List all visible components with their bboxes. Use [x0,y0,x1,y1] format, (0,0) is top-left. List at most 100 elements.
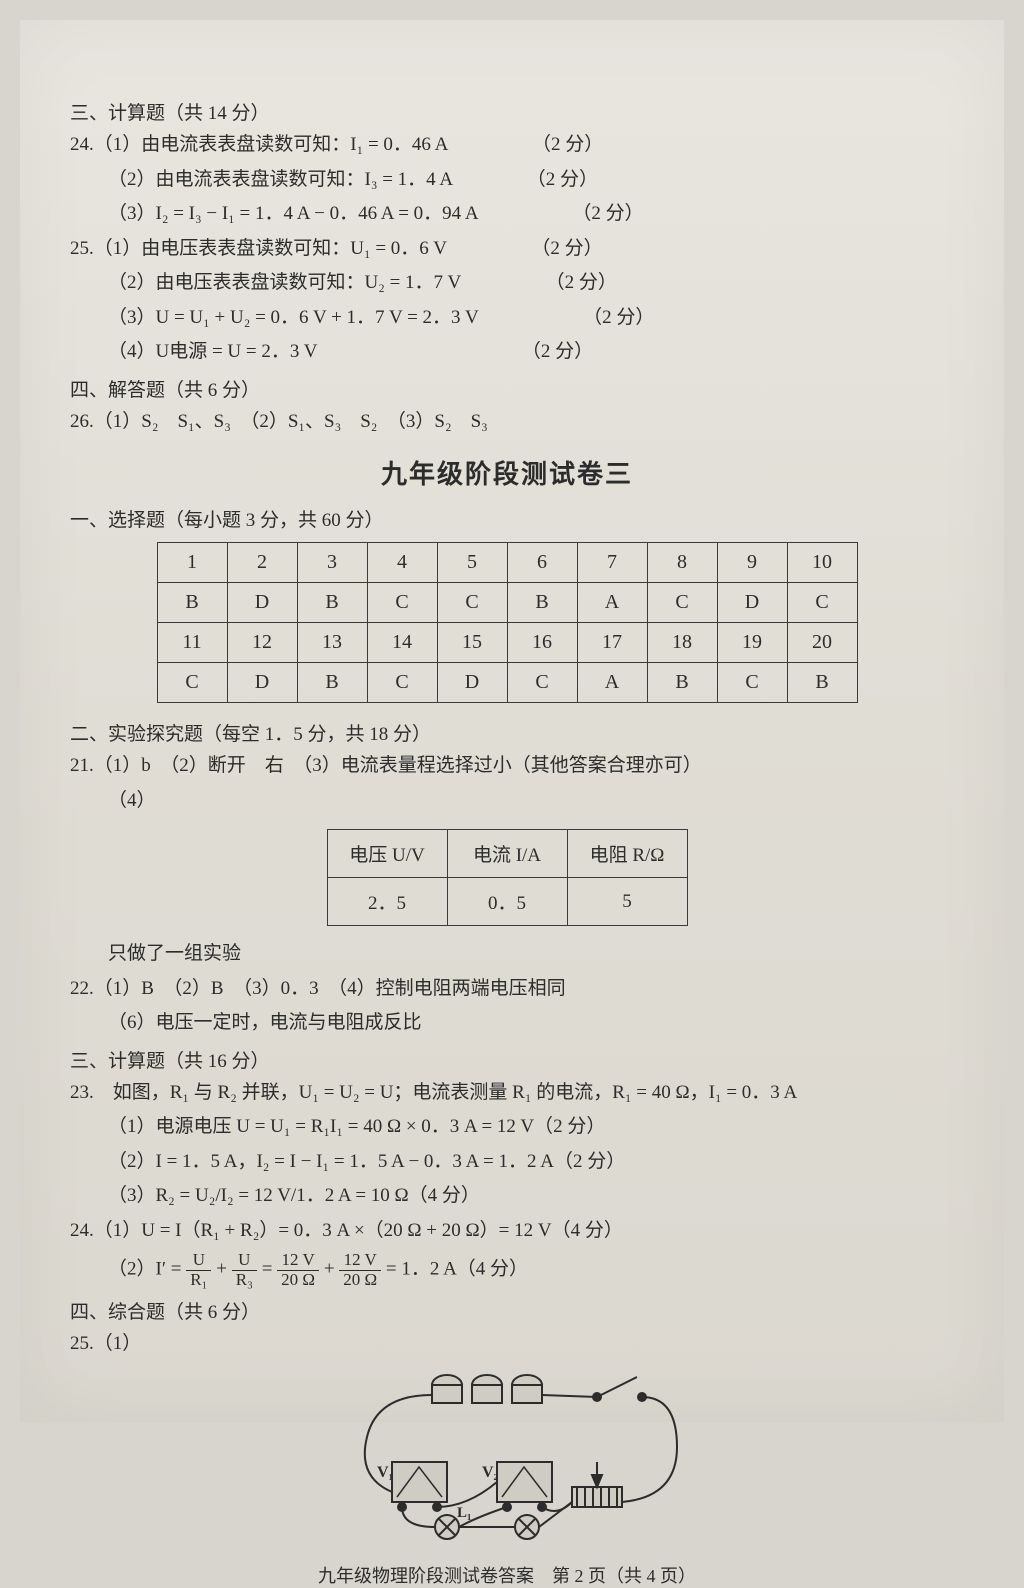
q25-3-text: （3）U = U₁ + U₂ = 0．6 V + 1．7 V = 2．3 V [108,307,478,328]
col-header: 电流 I/A [447,830,567,878]
frac-num: 12 V [277,1251,319,1271]
mc-num: 3 [297,543,367,583]
q23-intro: 23. 如图，R₁ 与 R₂ 并联，U₁ = U₂ = U；电流表测量 R₁ 的… [70,1079,944,1108]
mc-num: 11 [157,623,227,663]
mc-ans: A [577,583,647,623]
mc-ans: C [367,583,437,623]
q21-b: （4） [70,787,944,816]
mc-num: 10 [787,543,857,583]
col-header: 电阻 R/Ω [567,830,687,878]
v2-label: V₂ [482,1464,499,1481]
q25-1-points: （2 分） [531,235,602,264]
section-3-header: 三、计算题（共 14 分） [70,98,944,125]
table-row: 2．5 0．5 5 [327,878,687,926]
fraction-2: UR₃ [232,1251,257,1289]
q22-a: 22.（1）B （2）B （3）0．3 （4）控制电阻两端电压相同 [70,975,944,1004]
q25-line1: 25.（1）由电压表表盘读数可知：U₁ = 0．6 V （2 分） [70,235,944,264]
circuit-diagram: V₁ V₂ L₁ [70,1367,944,1552]
table-row: C D B C D C A B C B [157,663,857,703]
mc-num: 19 [717,623,787,663]
q24b-2-post: = 1．2 A（4 分） [386,1259,528,1280]
frac-den: 20 Ω [277,1271,319,1290]
q25-line4: （4）U电源 = U = 2．3 V （2 分） [70,338,944,367]
section-4-header: 四、解答题（共 6 分） [70,375,944,402]
exp-header: 二、实验探究题（每空 1．5 分，共 18 分） [70,719,944,746]
q24-3-text: （3）I₂ = I₃ − I₁ = 1．4 A − 0．46 A = 0．94 … [108,203,478,224]
frac-num: U [232,1251,257,1271]
q24-1-text: 24.（1）由电流表表盘读数可知：I₁ = 0．46 A [70,134,447,155]
q23-3: （3）R₂ = U₂/I₂ = 12 V/1．2 A = 10 Ω（4 分） [70,1182,944,1211]
comp-header: 四、综合题（共 6 分） [70,1297,944,1324]
page-footer: 九年级物理阶段测试卷答案 第 2 页（共 4 页） [70,1562,944,1588]
q25-4-text: （4）U电源 = U = 2．3 V [108,341,317,362]
mc-ans: D [437,663,507,703]
q21-c: 只做了一组实验 [70,940,944,969]
cell-value: 0．5 [447,878,567,926]
mc-ans: C [157,663,227,703]
fraction-1: UR₁ [186,1251,211,1289]
mc-num: 6 [507,543,577,583]
mc-ans: C [507,663,577,703]
mc-num: 4 [367,543,437,583]
mc-ans: D [227,583,297,623]
q24-3-points: （2 分） [572,200,643,229]
table-row: 电压 U/V 电流 I/A 电阻 R/Ω [327,830,687,878]
mc-ans: B [157,583,227,623]
q24b-1: 24.（1）U = I（R₁ + R₂）= 0．3 A ×（20 Ω + 20 … [70,1217,944,1246]
mc-num: 7 [577,543,647,583]
q25-line3: （3）U = U₁ + U₂ = 0．6 V + 1．7 V = 2．3 V （… [70,304,944,333]
mc-ans: B [297,663,367,703]
mc-header: 一、选择题（每小题 3 分，共 60 分） [70,505,944,532]
col-header: 电压 U/V [327,830,447,878]
cell-value: 2．5 [327,878,447,926]
mc-ans: C [717,663,787,703]
q24b-2: （2）I′ = UR₁ + UR₃ = 12 V20 Ω + 12 V20 Ω … [70,1251,944,1289]
mc-num: 1 [157,543,227,583]
q23-2: （2）I = 1．5 A，I₂ = I − I₁ = 1．5 A − 0．3 A… [70,1148,944,1177]
mc-ans: B [647,663,717,703]
frac-den: 20 Ω [339,1271,381,1290]
q24-line3: （3）I₂ = I₃ − I₁ = 1．4 A − 0．46 A = 0．94 … [70,200,944,229]
mc-ans: C [647,583,717,623]
q24-1-points: （2 分） [532,131,603,160]
mc-num: 17 [577,623,647,663]
mc-num: 20 [787,623,857,663]
mc-ans: D [717,583,787,623]
equals: = [262,1259,277,1280]
mc-num: 2 [227,543,297,583]
mc-num: 12 [227,623,297,663]
mc-num: 9 [717,543,787,583]
q22-b: （6）电压一定时，电流与电阻成反比 [70,1009,944,1038]
mc-ans: B [787,663,857,703]
fraction-3: 12 V20 Ω [277,1251,319,1289]
mc-ans: B [297,583,367,623]
l1-label: L₁ [457,1505,472,1521]
mc-answer-table: 1 2 3 4 5 6 7 8 9 10 B D B C C B A C D C… [157,542,858,703]
q25-1-text: 25.（1）由电压表表盘读数可知：U₁ = 0．6 V [70,238,447,259]
q24-line2: （2）由电流表表盘读数可知：I₃ = 1．4 A （2 分） [70,166,944,195]
mc-num: 13 [297,623,367,663]
mc-num: 16 [507,623,577,663]
v1-label: V₁ [377,1464,394,1481]
mc-ans: A [577,663,647,703]
mc-ans: D [227,663,297,703]
fraction-4: 12 V20 Ω [339,1251,381,1289]
paper-title: 九年级阶段测试卷三 [70,454,944,491]
mc-num: 8 [647,543,717,583]
frac-num: U [186,1251,211,1271]
q25b: 25.（1） [70,1330,944,1359]
frac-num: 12 V [339,1251,381,1271]
table-row: 1 2 3 4 5 6 7 8 9 10 [157,543,857,583]
q26-line: 26.（1）S₂ S₁、S₃ （2）S₁、S₃ S₂ （3）S₂ S₃ [70,408,944,437]
mc-ans: B [507,583,577,623]
q24b-2-pre: （2）I′ = [108,1259,186,1280]
q25-line2: （2）由电压表表盘读数可知：U₂ = 1．7 V （2 分） [70,269,944,298]
mc-ans: C [367,663,437,703]
q25-4-points: （2 分） [522,338,593,367]
circuit-svg: V₁ V₂ L₁ [317,1367,697,1547]
q25-2-points: （2 分） [546,269,617,298]
q24-2-points: （2 分） [527,166,598,195]
q25-3-points: （2 分） [583,304,654,333]
cell-value: 5 [567,878,687,926]
q24-line1: 24.（1）由电流表表盘读数可知：I₁ = 0．46 A （2 分） [70,131,944,160]
